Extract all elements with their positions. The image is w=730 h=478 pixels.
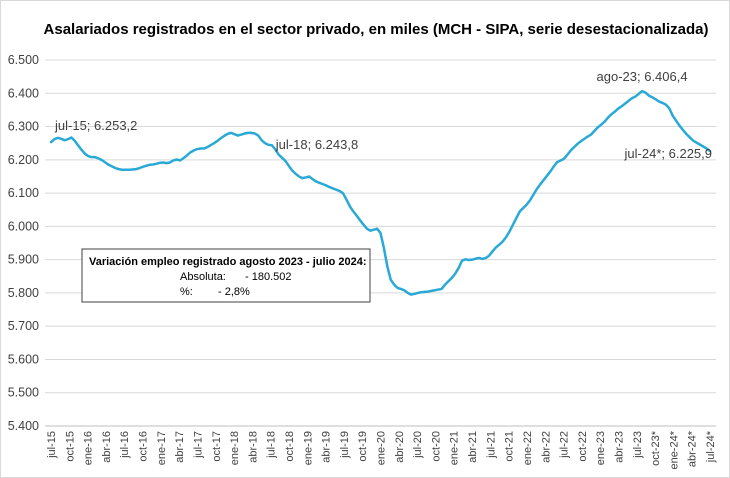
y-tick-label: 6.300 — [8, 120, 39, 134]
x-tick-label: ene-17 — [156, 431, 168, 465]
x-tick-label: ene-23 — [595, 431, 607, 465]
x-tick-label: ene-21 — [449, 431, 461, 465]
data-annotation: jul-18; 6.243,8 — [275, 137, 358, 152]
x-tick-label: jul-21 — [485, 431, 497, 459]
x-tick-label: abr-24* — [687, 430, 699, 467]
data-annotation: ago-23; 6.406,4 — [597, 69, 688, 84]
y-tick-label: 6.100 — [8, 186, 39, 200]
annotations: jul-15; 6.253,2 jul-18; 6.243,8 ago-23; 6.… — [54, 69, 712, 161]
x-tick-label: jul-20 — [412, 431, 424, 459]
x-axis: jul-15 oct-15 ene-16 abr-16 jul-16 oct-16 ene-… — [46, 430, 717, 469]
x-tick-label: jul-22 — [559, 431, 571, 459]
x-tick-label: oct-23* — [650, 430, 662, 466]
x-tick-label: jul-16 — [119, 431, 131, 459]
info-box-title: Variación empleo registrado agosto 2023 … — [89, 256, 367, 268]
x-tick-label: abr-22 — [540, 431, 552, 463]
data-annotation: jul-15; 6.253,2 — [54, 118, 137, 133]
info-box-absolute-value: - 180.502 — [245, 271, 291, 283]
x-tick-label: ene-22 — [522, 431, 534, 465]
x-tick-label: oct-15 — [64, 431, 76, 462]
x-tick-label: ene-20 — [376, 431, 388, 465]
y-tick-label: 5.500 — [8, 386, 39, 400]
x-tick-label: jul-15 — [46, 431, 58, 459]
y-tick-label: 5.600 — [8, 352, 39, 366]
x-tick-label: jul-17 — [192, 431, 204, 459]
x-tick-label: ene-18 — [229, 431, 241, 465]
info-box-absolute-label: Absoluta: — [180, 271, 226, 283]
y-tick-label: 6.000 — [8, 219, 39, 233]
info-box-percent-label: %: — [180, 286, 193, 298]
y-tick-label: 6.500 — [8, 53, 39, 67]
gridlines — [45, 59, 716, 427]
y-tick-label: 5.800 — [8, 286, 39, 300]
x-tick-label: abr-18 — [247, 431, 259, 463]
series-group — [49, 89, 712, 296]
x-tick-label: jul-18 — [266, 431, 278, 459]
x-tick-label: ene-16 — [83, 431, 95, 465]
x-tick-label: ene-19 — [302, 431, 314, 465]
x-tick-label: oct-16 — [138, 431, 150, 462]
x-tick-label: abr-19 — [321, 431, 333, 463]
x-tick-label: abr-16 — [101, 431, 113, 463]
x-tick-label: abr-23 — [613, 431, 625, 463]
y-tick-label: 5.400 — [8, 419, 39, 433]
x-tick-label: abr-21 — [467, 431, 479, 463]
x-tick-label: abr-17 — [174, 431, 186, 463]
y-tick-label: 6.400 — [8, 86, 39, 100]
y-tick-label: 6.200 — [8, 153, 39, 167]
info-box-percent-value: - 2,8% — [218, 286, 250, 298]
x-tick-label: jul-24* — [705, 430, 717, 463]
x-tick-label: oct-22 — [577, 431, 589, 462]
data-annotation: jul-24*; 6.225,9 — [624, 146, 712, 161]
x-tick-label: oct-20 — [430, 431, 442, 462]
y-tick-label: 5.900 — [8, 253, 39, 267]
y-tick-label: 5.700 — [8, 319, 39, 333]
info-box-frame — [81, 248, 371, 303]
chart-title: Asalariados registrados en el sector pri… — [44, 21, 709, 38]
x-tick-label: oct-21 — [504, 431, 516, 462]
x-tick-label: oct-17 — [211, 431, 223, 462]
info-box: Variación empleo registrado agosto 2023 … — [81, 248, 371, 303]
x-tick-label: abr-20 — [394, 431, 406, 463]
x-tick-label: oct-19 — [357, 431, 369, 462]
x-tick-label: jul-19 — [339, 431, 351, 459]
y-axis: 5.400 5.500 5.600 5.700 5.800 5.900 6.000 6.100… — [8, 53, 39, 433]
x-tick-label: oct-18 — [284, 431, 296, 462]
series-line — [49, 89, 712, 296]
x-tick-label: jul-23 — [632, 431, 644, 459]
x-tick-label: ene-24* — [668, 430, 680, 469]
